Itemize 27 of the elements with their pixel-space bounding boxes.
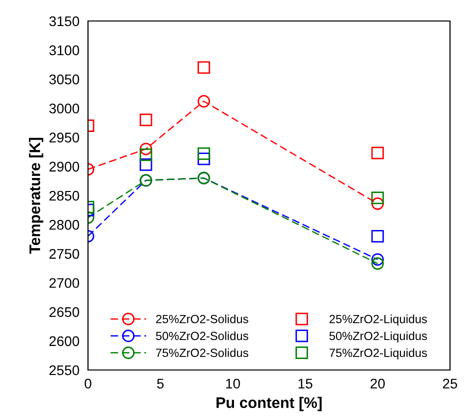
y-tick-label: 2850 — [49, 190, 80, 201]
y-tick-label: 3150 — [49, 16, 80, 26]
x-tick-label: 5 — [157, 378, 164, 389]
legend-label: 75%ZrO2-Solidus — [156, 348, 248, 358]
x-axis-title: Pu content [%] — [216, 396, 322, 412]
legend-label: 25%ZrO2-Solidus — [156, 314, 248, 324]
y-tick-label: 2700 — [49, 278, 80, 288]
legend-label: 50%ZrO2-Solidus — [156, 331, 248, 340]
y-tick-label: 2950 — [49, 132, 80, 143]
y-tick-label: 2750 — [49, 249, 80, 259]
y-tick-label: 2650 — [49, 307, 80, 318]
legend-label: 75%ZrO2-Liquidus — [330, 348, 427, 360]
y-tick-label: 3100 — [49, 45, 80, 56]
y-tick-label: 2550 — [49, 365, 80, 376]
x-tick-label: 20 — [370, 378, 385, 389]
y-axis-title: Temperature [K] — [28, 138, 44, 254]
y-tick-label: 2600 — [49, 336, 80, 346]
y-tick-label: 2800 — [49, 220, 80, 230]
x-tick-label: 25 — [442, 378, 458, 389]
y-tick-label: 3000 — [49, 104, 80, 114]
legend-label: 50%ZrO2-Liquidus — [329, 331, 427, 342]
legend-label: 25%ZrO2-Liquidus — [330, 314, 427, 326]
x-tick-label: 10 — [226, 378, 240, 389]
x-tick-label: 0 — [84, 378, 92, 389]
y-tick-label: 3050 — [49, 74, 80, 84]
x-tick-label: 15 — [298, 378, 312, 389]
y-tick-label: 2900 — [49, 162, 80, 172]
